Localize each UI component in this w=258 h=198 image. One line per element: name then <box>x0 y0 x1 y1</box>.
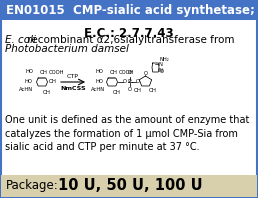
Text: COOH: COOH <box>49 70 64 75</box>
Text: CTP: CTP <box>67 73 79 78</box>
Text: OH: OH <box>149 88 157 92</box>
Text: O: O <box>143 71 148 76</box>
Text: OH: OH <box>134 88 142 92</box>
Text: HO: HO <box>24 79 32 84</box>
Text: HO: HO <box>96 79 103 84</box>
Text: NH₂: NH₂ <box>159 57 169 62</box>
Text: O: O <box>123 79 127 84</box>
Text: OH: OH <box>40 70 48 75</box>
Text: N: N <box>159 68 163 73</box>
Text: O: O <box>127 87 132 92</box>
Text: AcHN: AcHN <box>19 87 34 92</box>
Text: O: O <box>136 79 140 84</box>
Text: 10 U, 50 U, 100 U: 10 U, 50 U, 100 U <box>58 179 203 193</box>
Text: E. coli: E. coli <box>5 35 36 45</box>
Text: COOH: COOH <box>119 70 134 75</box>
Text: Photobacterium damsel: Photobacterium damsel <box>5 44 129 54</box>
Text: OH: OH <box>49 79 57 84</box>
Text: recombinant α2,6sialyltransferase from: recombinant α2,6sialyltransferase from <box>24 35 235 45</box>
Text: OH: OH <box>113 89 121 94</box>
Text: E.C.: 2.7.7.43: E.C.: 2.7.7.43 <box>84 27 174 40</box>
Text: HO: HO <box>96 69 103 74</box>
Text: OH: OH <box>110 70 118 75</box>
Text: N: N <box>159 62 163 67</box>
Text: EN01015  CMP-sialic acid synthetase; NmCSS: EN01015 CMP-sialic acid synthetase; NmCS… <box>6 4 258 17</box>
Text: O: O <box>160 69 164 74</box>
Text: NmCSS: NmCSS <box>60 86 86 90</box>
Text: One unit is defined as the amount of enzyme that
catalyzes the formation of 1 μm: One unit is defined as the amount of enz… <box>5 115 249 152</box>
Text: O: O <box>127 70 132 75</box>
Text: P: P <box>128 79 131 84</box>
Text: Package:: Package: <box>6 180 59 192</box>
Text: AcHN: AcHN <box>91 87 105 92</box>
Text: HO: HO <box>26 69 34 74</box>
Bar <box>1 1 257 20</box>
Text: OH: OH <box>43 89 51 94</box>
Bar <box>1 175 257 197</box>
